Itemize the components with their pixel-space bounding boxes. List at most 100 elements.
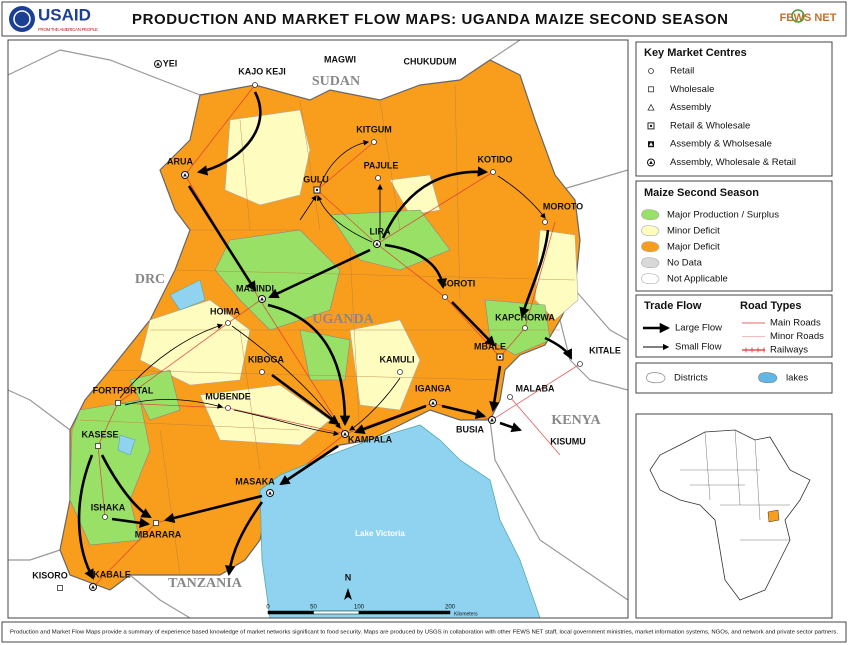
minor-deficit-area xyxy=(139,299,251,386)
legend-label: Assembly xyxy=(670,102,711,113)
large-flow xyxy=(163,494,263,524)
symbol-star xyxy=(91,585,95,589)
large-flow xyxy=(544,336,573,360)
fews-globe xyxy=(791,9,805,23)
symbol-star xyxy=(260,297,264,301)
legend-label: Railways xyxy=(770,345,808,356)
retail-symbol xyxy=(648,68,654,74)
town-label: SOROTI xyxy=(441,278,476,288)
symbol-star xyxy=(268,491,272,495)
retail-symbol xyxy=(442,294,448,300)
symbol-star xyxy=(490,418,494,422)
town-label: CHUKUDUM xyxy=(404,56,457,66)
retail-symbol xyxy=(252,82,258,88)
small-lakes xyxy=(117,279,206,456)
legend-label: Small Flow xyxy=(675,342,722,353)
small-flows xyxy=(119,139,546,437)
legend-label: lakes xyxy=(786,373,808,384)
scale-tick-label: 0 xyxy=(266,605,270,611)
map-labels: SUDAN DRC UGANDA KENYA TANZANIA Lake Victoria… xyxy=(32,54,621,591)
page-title: PRODUCTION AND MARKET FLOW MAPS: UGANDA … xyxy=(132,11,728,28)
surplus-area xyxy=(484,299,551,356)
large-flow xyxy=(100,454,152,519)
symbol-triangle xyxy=(649,142,653,146)
large-flow xyxy=(381,166,489,239)
retail-symbol xyxy=(225,320,231,326)
legend-swatch xyxy=(758,372,778,384)
retail-symbol xyxy=(259,369,265,375)
retail-symbol xyxy=(542,219,548,225)
africa-countries xyxy=(680,429,790,541)
large-flow xyxy=(267,303,351,427)
north-arrow xyxy=(344,588,352,600)
district-boundaries xyxy=(79,84,576,576)
map-frame xyxy=(7,39,629,619)
header-frame xyxy=(1,1,847,37)
large-flow xyxy=(279,444,339,486)
country-label: DRC xyxy=(135,272,165,287)
scale-segment xyxy=(358,610,451,615)
legend-label: Major Production / Surplus xyxy=(667,210,779,221)
legend: Key Market Centres Retail Wholesale Assembl… xyxy=(635,41,833,619)
minor-deficit-area xyxy=(224,109,311,206)
country-label: UGANDA xyxy=(312,312,374,327)
symbol-star xyxy=(156,62,160,66)
symbol-dot xyxy=(649,124,653,128)
large-flow xyxy=(111,517,151,529)
minor-deficit-area xyxy=(349,319,421,411)
wholesale-symbol xyxy=(648,86,654,93)
legend-box xyxy=(635,41,833,177)
large-flow xyxy=(187,185,257,292)
town-label: ARUA xyxy=(167,156,193,166)
town-label: FORTPORTAL xyxy=(93,385,154,395)
usaid-tagline: FROM THE AMERICAN PEOPLE xyxy=(38,27,98,32)
town-label: KASESE xyxy=(81,429,118,439)
large-flow xyxy=(489,365,502,413)
country-label: SUDAN xyxy=(312,74,360,89)
large-flow xyxy=(384,243,448,290)
retail-symbol xyxy=(375,175,381,181)
large-flow xyxy=(196,91,262,176)
legend-label: Major Deficit xyxy=(667,242,720,253)
legend-swatch xyxy=(641,273,660,285)
retail-symbol xyxy=(522,325,528,331)
large-flow xyxy=(519,229,550,318)
town-label: KAPCHORWA xyxy=(495,312,555,322)
usaid-seal-ring xyxy=(13,10,31,28)
town-label: KITALE xyxy=(589,345,621,355)
wholesale-symbol xyxy=(115,400,121,406)
legend-label: Not Applicable xyxy=(667,274,728,285)
symbol-dot xyxy=(315,188,319,192)
international-borders xyxy=(8,40,628,618)
town-label: BUSIA xyxy=(456,424,485,434)
large-flow xyxy=(268,248,371,299)
map: SUDAN DRC UGANDA KENYA TANZANIA Lake Victoria… xyxy=(8,40,628,618)
large-flow xyxy=(271,373,340,426)
footer-frame xyxy=(1,621,847,643)
small-flow xyxy=(124,398,224,409)
country-label: KENYA xyxy=(551,413,601,428)
town-label: HOIMA xyxy=(210,306,240,316)
town-label: GULU xyxy=(303,174,329,184)
retail-symbol xyxy=(397,369,403,375)
country-label: TANZANIA xyxy=(168,576,243,591)
footer-note: Production and Market Flow Maps provide … xyxy=(10,629,839,635)
small-flow xyxy=(119,323,224,399)
large-flows xyxy=(77,91,573,580)
town-label: MASINDI xyxy=(236,283,274,293)
legend-label: Assembly & Wholsesale xyxy=(670,139,772,150)
legend-title: Road Types xyxy=(740,300,802,312)
town-label: LIRA xyxy=(370,226,391,236)
town-label: MBARARA xyxy=(135,529,182,539)
large-flow xyxy=(451,301,496,347)
town-label: KABALE xyxy=(93,569,131,579)
scale-tick-label: 100 xyxy=(354,605,365,611)
town-label: KIBOGA xyxy=(248,354,285,364)
town-label: MUBENDE xyxy=(205,391,251,401)
town-label: KOTIDO xyxy=(478,154,513,164)
legend-label: Large Flow xyxy=(675,323,722,334)
surplus-area xyxy=(69,399,151,546)
symbol-star xyxy=(183,173,187,177)
